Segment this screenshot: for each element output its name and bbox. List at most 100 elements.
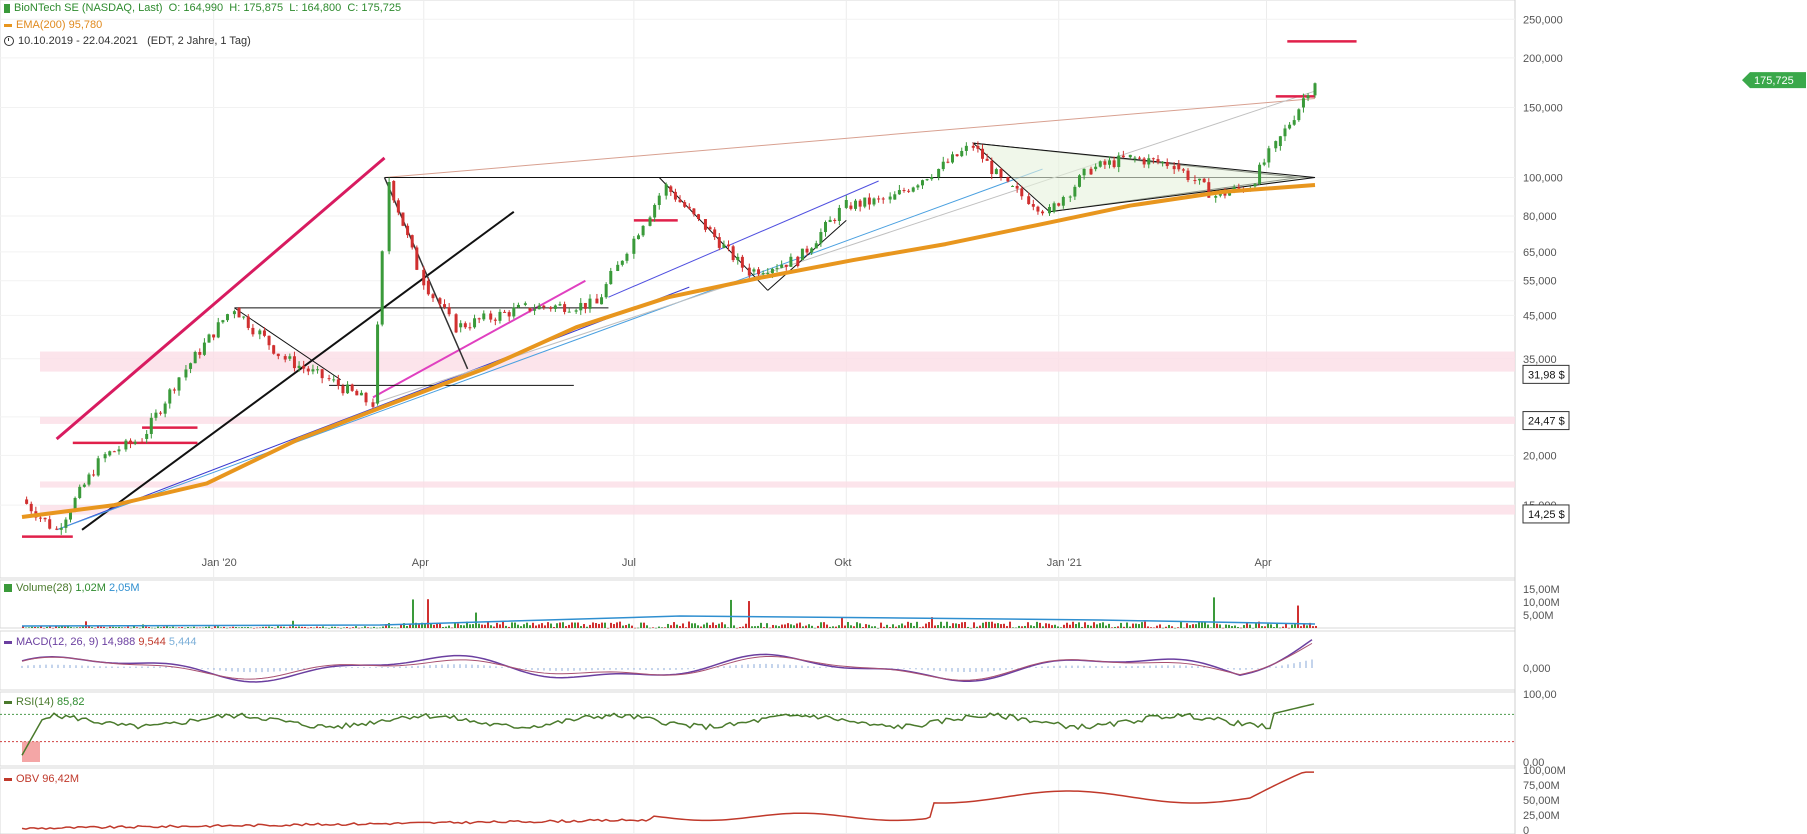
volume-bar [397, 627, 399, 629]
candle-body [225, 314, 229, 321]
volume-bar [400, 624, 402, 628]
candle-body [810, 248, 814, 253]
candle-body [930, 177, 934, 180]
volume-bar [1063, 624, 1065, 628]
volume-bar [103, 626, 105, 628]
price-tick-label: 65,000 [1523, 247, 1557, 259]
volume-bar [1192, 624, 1194, 628]
obv-swatch [4, 777, 12, 781]
volume-bar [562, 622, 564, 628]
trend-line [56, 168, 1043, 531]
range-note: (EDT, 2 Jahre, 1 Tag) [147, 35, 251, 47]
volume-bar [196, 627, 198, 629]
volume-bar [634, 627, 636, 629]
volume-bar [616, 622, 618, 628]
volume-bar [355, 626, 357, 628]
volume-bar [1060, 627, 1062, 628]
volume-bar [310, 627, 312, 628]
candlestick-icon [4, 3, 10, 13]
volume-bar [283, 626, 285, 628]
volume-bar [715, 625, 717, 628]
candle-body [1011, 185, 1015, 187]
candle-body [332, 379, 336, 381]
candle-body [1267, 148, 1271, 163]
ema-legend: EMA(200) 95,780 [4, 19, 102, 31]
candle-body [1121, 155, 1125, 158]
volume-bar [628, 623, 630, 628]
volume-bar [64, 626, 66, 628]
candle-body [447, 307, 451, 315]
volume-bar [448, 625, 450, 628]
candle-body [805, 248, 809, 253]
volume-bar [436, 623, 438, 628]
volume-bar [292, 620, 294, 628]
volume-bar [679, 626, 681, 628]
obv-line [21, 771, 1314, 830]
volume-bar [997, 623, 999, 628]
volume-bar [334, 626, 336, 628]
candle-body [641, 225, 645, 236]
volume-bar [646, 625, 648, 628]
candle-body [1112, 160, 1116, 168]
volume-bar [301, 626, 303, 628]
candle-body [246, 316, 250, 328]
volume-bar [1042, 626, 1044, 628]
volume-bar [685, 627, 687, 628]
volume-bar [730, 599, 732, 628]
volume-bar [574, 622, 576, 628]
candle-body [221, 320, 225, 323]
trend-line [81, 210, 515, 531]
volume-bar [589, 624, 591, 628]
candle-body [415, 247, 419, 270]
volume-bar [946, 621, 948, 628]
candle-body [189, 363, 193, 369]
rsi-panel [0, 691, 1516, 767]
candle-body [25, 499, 29, 504]
obv-legend: OBV 96,42M [4, 773, 79, 785]
trend-line [372, 90, 1316, 405]
volume-bar [100, 626, 102, 628]
candle-body [117, 449, 121, 452]
volume-bar [157, 626, 159, 628]
last-price-tag: 175,725 [1742, 72, 1806, 89]
candle-body [981, 148, 985, 159]
rsi-label: RSI(14) [16, 696, 54, 708]
candle-body [401, 212, 405, 226]
candle-body [1253, 184, 1257, 187]
volume-bar [538, 624, 540, 628]
volume-bar [181, 627, 183, 628]
volume-bar [166, 626, 168, 628]
candle-body [553, 305, 557, 309]
volume-bar [265, 626, 267, 628]
volume-bar [880, 622, 882, 628]
volume-bar [457, 623, 459, 628]
volume-bar [862, 627, 864, 628]
volume-bar [1216, 623, 1218, 628]
volume-bar [844, 625, 846, 628]
candle-body [283, 356, 287, 360]
candle-body [549, 307, 553, 309]
volume-bar [1153, 627, 1155, 629]
candle-body [163, 403, 167, 414]
volume-bar [1000, 624, 1002, 628]
volume-bar [364, 626, 366, 628]
volume-bar [58, 626, 60, 628]
candle-body [302, 365, 306, 369]
volume-bar [1102, 622, 1104, 628]
volume-bar [781, 624, 783, 628]
volume-bar [928, 622, 930, 628]
candle-body [692, 208, 696, 215]
volume-bar [964, 621, 966, 628]
volume-bar [664, 627, 666, 628]
candle-body [396, 200, 400, 213]
obv-panel [0, 767, 1516, 834]
volume-bar [388, 623, 390, 628]
macd-panel [0, 630, 1516, 691]
volume-bar [661, 627, 663, 628]
volume-bar [847, 622, 849, 628]
candle-body [1297, 109, 1301, 121]
volume-bar [1096, 624, 1098, 628]
candle-body [888, 196, 892, 200]
volume-bar [1057, 626, 1059, 628]
volume-bar [1066, 622, 1068, 628]
